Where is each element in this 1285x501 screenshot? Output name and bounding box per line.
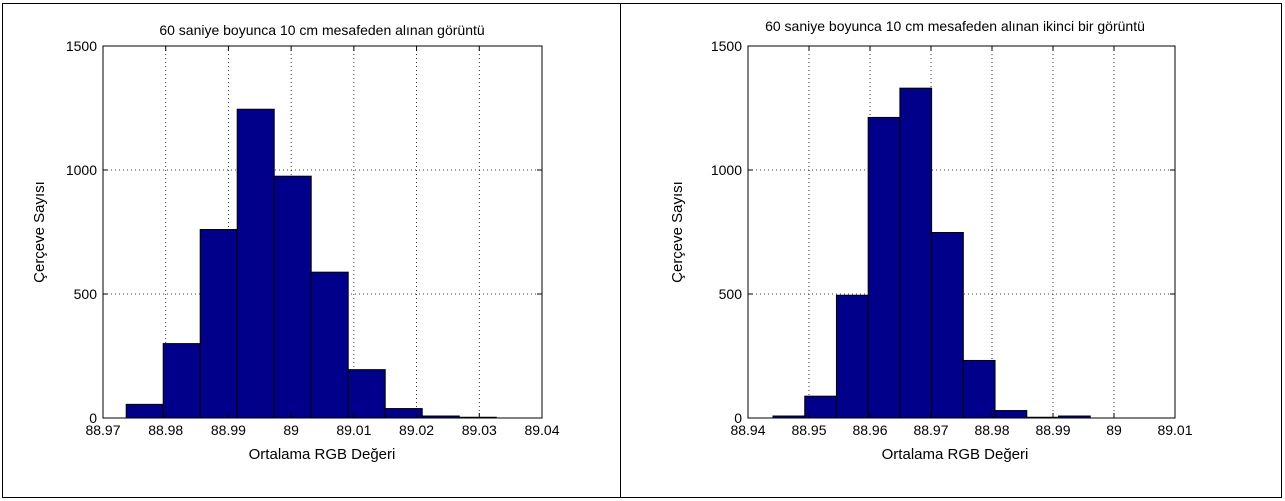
x-tick-label: 88.99 (211, 422, 246, 438)
x-tick-label: 89.01 (336, 422, 371, 438)
x-tick-label: 89 (1106, 422, 1122, 438)
y-tick-label: 1000 (66, 162, 97, 178)
histogram-bar (836, 295, 868, 418)
histogram-bar (348, 370, 385, 418)
y-tick-label: 1500 (711, 38, 742, 54)
x-tick-label: 89.02 (399, 422, 434, 438)
x-tick-label: 88.97 (913, 422, 948, 438)
histogram-bar (900, 88, 932, 418)
y-tick-label: 500 (719, 286, 743, 302)
y-tick-label: 500 (74, 286, 98, 302)
y-tick-label: 0 (734, 410, 742, 426)
x-axis-label: Ortalama RGB Değeri (249, 446, 396, 463)
x-tick-label: 88.95 (791, 422, 826, 438)
histogram-bar (274, 176, 311, 418)
chart-panel-2: 88.94 88.95 88.96 88.97 88.98 88.99 89 89.01050… (669, 18, 1193, 463)
x-tick-label: 88.98 (148, 422, 183, 438)
x-tick-label: 88.96 (852, 422, 887, 438)
y-axis-label: Çerçeve Sayısı (31, 181, 48, 283)
chart-title: 60 saniye boyunca 10 cm mesafeden alınan… (765, 18, 1145, 34)
histogram-bar (126, 404, 163, 418)
y-tick-label: 0 (89, 410, 97, 426)
x-tick-label: 89.01 (1157, 422, 1192, 438)
x-tick-label: 89.03 (462, 422, 497, 438)
histogram-bar (237, 109, 274, 418)
histogram-bar (311, 272, 348, 418)
x-tick-label: 89 (283, 422, 299, 438)
x-tick-label: 89.04 (524, 422, 559, 438)
histogram-bar (932, 232, 964, 418)
x-axis-label: Ortalama RGB Değeri (882, 446, 1029, 463)
y-tick-label: 1000 (711, 162, 742, 178)
histogram-bar (995, 411, 1027, 418)
histogram-bar (868, 117, 900, 418)
x-tick-label: 88.98 (974, 422, 1009, 438)
y-axis-label: Çerçeve Sayısı (669, 181, 686, 283)
histogram-bar (200, 230, 237, 418)
histogram-bar (163, 344, 200, 418)
x-tick-label: 88.99 (1035, 422, 1070, 438)
histogram-bar (963, 360, 995, 418)
chart-panel-1: 88.97 88.98 88.99 89 89.01 89.02 89.03 89.04050… (31, 22, 560, 463)
y-tick-label: 1500 (66, 38, 97, 54)
chart-title: 60 saniye boyunca 10 cm mesafeden alınan… (159, 22, 484, 38)
